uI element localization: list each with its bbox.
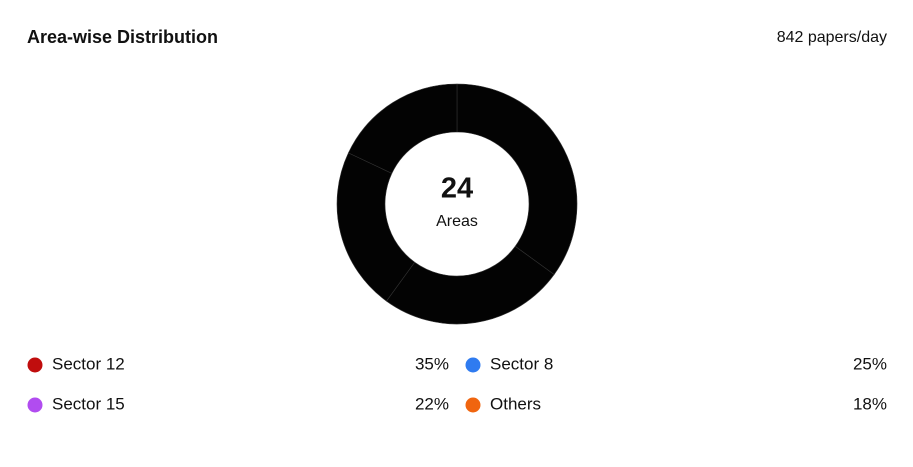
legend-swatch (465, 357, 481, 373)
legend-label: Sector 8 (490, 354, 553, 373)
legend-value: 18% (853, 394, 887, 413)
legend-value: 35% (415, 354, 449, 373)
legend-swatch (465, 397, 481, 413)
legend-swatch (27, 357, 43, 373)
donut-slice (456, 83, 578, 275)
center-value: 24 (441, 173, 473, 205)
chart-title: Area-wise Distribution (27, 27, 218, 47)
legend-value: 25% (853, 354, 887, 373)
legend-label: Sector 15 (52, 394, 125, 413)
legend-label: Sector 12 (52, 354, 125, 373)
legend-label: Others (490, 394, 541, 413)
donut-slice (348, 83, 458, 174)
legend-value: 22% (415, 394, 449, 413)
chart-subtitle: 842 papers/day (777, 29, 887, 46)
center-label: Areas (436, 213, 478, 230)
legend-swatch (27, 397, 43, 413)
donut-slice (386, 245, 555, 325)
